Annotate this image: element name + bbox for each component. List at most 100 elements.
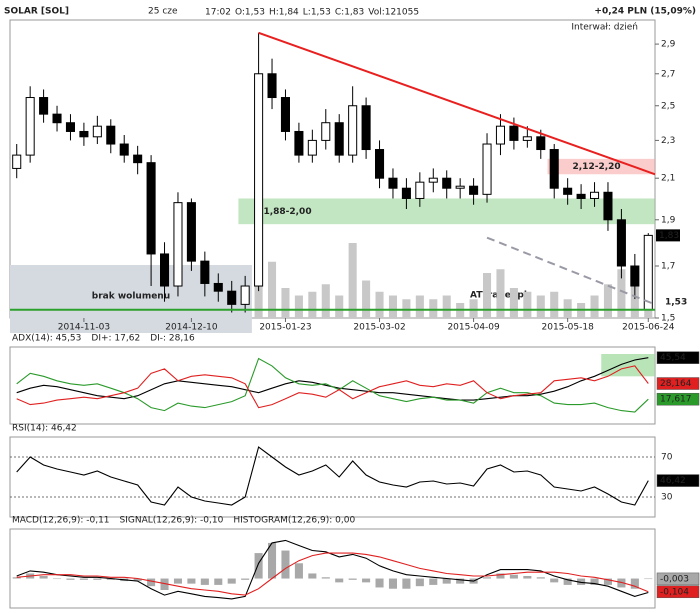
- histogram-bar: [227, 578, 236, 584]
- candle-body: [307, 139, 317, 156]
- candle-body: [240, 285, 250, 305]
- histogram-bar: [187, 578, 196, 584]
- volume-bar: [429, 299, 438, 318]
- last-value-box: [656, 572, 700, 586]
- volume-bar: [415, 295, 424, 318]
- last-value-box: [656, 474, 700, 487]
- candle-body: [549, 149, 559, 189]
- last-value-label: 46,42: [660, 476, 686, 486]
- histogram-bar: [321, 577, 330, 579]
- histogram-bar: [254, 553, 263, 579]
- histogram-bar: [241, 578, 250, 580]
- indicator-line: [16, 446, 649, 506]
- histogram-bar: [577, 578, 586, 585]
- histogram-bar: [281, 550, 290, 579]
- volume-bar: [348, 243, 357, 318]
- last-value-label: 28,164: [660, 379, 692, 389]
- indicator-line: [16, 539, 649, 600]
- y-tick-label: 2,7: [661, 69, 675, 79]
- candle-body: [536, 136, 546, 151]
- candle-body: [92, 125, 102, 138]
- histogram-bar: [496, 573, 505, 579]
- quote-info: H:1,84: [269, 8, 299, 18]
- histogram-bar: [335, 578, 344, 583]
- volume-bar: [496, 269, 505, 318]
- volume-bar: [483, 273, 492, 318]
- volume-bar: [321, 284, 330, 318]
- candle-body: [590, 191, 600, 199]
- y-tick-label: 2,3: [661, 136, 675, 146]
- volume-bar: [335, 295, 344, 318]
- quote-info: C:1,83: [335, 8, 364, 18]
- trendline: [258, 31, 656, 176]
- candle-body: [52, 113, 62, 124]
- volume-bar: [442, 295, 451, 318]
- histogram-bar: [375, 578, 384, 588]
- price-change: +0,24 PLN (15,09%): [594, 7, 696, 17]
- legend-entry: ADX(14): 45,53: [12, 334, 81, 344]
- histogram-bar: [563, 578, 572, 585]
- x-tick-label: 2014-11-03: [58, 323, 110, 333]
- histogram-bar: [200, 578, 209, 585]
- last-value-box: [656, 351, 700, 364]
- volume-bar: [617, 269, 626, 318]
- volume-bar: [469, 299, 478, 318]
- histogram-bar: [66, 578, 75, 580]
- histogram-bar: [173, 578, 182, 584]
- candle-body: [133, 154, 143, 164]
- histogram-bar: [536, 577, 545, 579]
- ticker-title: SOLAR [SOL]: [4, 7, 69, 17]
- candle-body: [79, 130, 89, 138]
- histogram-bar: [603, 578, 612, 585]
- last-value-label: -0,003: [660, 574, 689, 584]
- histogram-bar: [523, 576, 532, 579]
- histogram-bar: [12, 577, 21, 579]
- candle-body: [267, 73, 277, 99]
- quote-info: O:1,53: [235, 8, 265, 18]
- candle-body: [361, 105, 371, 151]
- y-tick-label: 30: [661, 493, 673, 503]
- price-band-label: 1,88-2,00: [263, 207, 311, 217]
- legend-entry: MACD(12,26,9): -0,11: [12, 516, 110, 526]
- candle-body: [428, 177, 438, 183]
- histogram-bar: [39, 576, 48, 579]
- quote-info: Vol:121055: [368, 8, 419, 18]
- histogram-bar: [617, 578, 626, 588]
- candle-body: [643, 234, 653, 311]
- candle-body: [401, 187, 411, 199]
- candle-body: [39, 97, 49, 115]
- histogram-bar: [79, 578, 88, 580]
- no-volume-label: brak wolumenu: [92, 292, 170, 302]
- histogram-bar: [147, 578, 156, 587]
- histogram-bar: [429, 578, 438, 585]
- indicator-line: [16, 357, 649, 413]
- volume-bar: [550, 291, 559, 318]
- candle-body: [280, 97, 290, 132]
- volume-bar: [388, 295, 397, 318]
- y-tick-label: 1,9: [661, 215, 676, 225]
- candle-body: [482, 143, 492, 195]
- indicator-line: [16, 552, 649, 596]
- candle-body: [442, 177, 452, 189]
- support-label: 1,53: [665, 297, 687, 307]
- candle-body: [227, 290, 237, 305]
- last-value-box: [656, 585, 700, 599]
- volume-bar: [523, 291, 532, 318]
- histogram-bar: [388, 578, 397, 589]
- trendline: [486, 236, 656, 306]
- last-value-label: 45,54: [660, 353, 686, 363]
- x-tick-label: 2015-01-23: [259, 323, 311, 333]
- last-price-label: 1,83: [659, 231, 679, 241]
- y-tick-label: 1,7: [661, 261, 675, 271]
- panel-frame: [9, 436, 656, 518]
- panel-frame: [9, 346, 656, 425]
- candle-body: [119, 143, 129, 156]
- volume-bar: [281, 288, 290, 318]
- x-tick-label: 2015-06-24: [622, 323, 675, 333]
- volume-bar: [563, 299, 572, 318]
- candle-body: [616, 219, 626, 267]
- volume-bar: [308, 291, 317, 318]
- candle-body: [213, 282, 223, 292]
